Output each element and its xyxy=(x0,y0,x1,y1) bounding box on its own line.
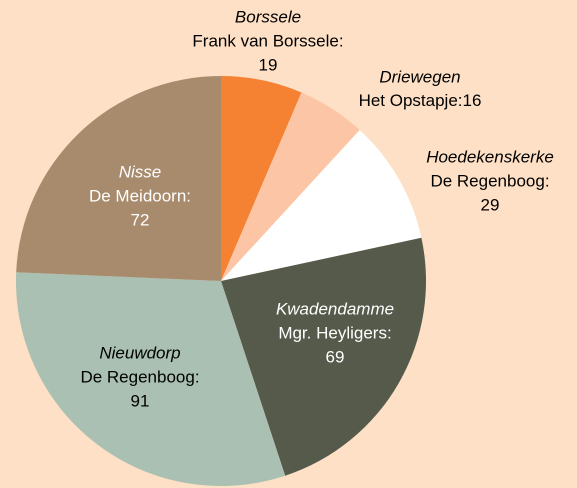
slice-value: 29 xyxy=(481,195,500,214)
pie-slice xyxy=(221,237,427,476)
slice-school: De Regenboog: xyxy=(430,171,549,190)
slice-category: Kwadendamme xyxy=(276,299,394,318)
pie-slice xyxy=(221,130,422,281)
slice-school: Het Opstapje: xyxy=(359,91,463,110)
slice-value: 19 xyxy=(259,55,278,74)
slice-value: 16 xyxy=(463,91,482,110)
slice-category: Driewegen xyxy=(379,67,460,86)
pie-slice xyxy=(15,272,286,487)
slice-category: Borssele xyxy=(235,7,301,26)
pie-slice xyxy=(16,76,222,281)
slice-school: Mgr. Heyligers: xyxy=(278,323,391,342)
slice-value: 72 xyxy=(131,210,150,229)
slice-school: Frank van Borssele: xyxy=(192,31,343,50)
slice-school: De Regenboog: xyxy=(80,367,199,386)
slice-category: Nisse xyxy=(119,162,162,181)
pie-slice xyxy=(221,92,360,282)
slice-school: De Meidoorn: xyxy=(89,186,191,205)
slice-value: 69 xyxy=(326,347,345,366)
slice-label: Het Opstapje:16 xyxy=(359,91,482,110)
slice-value: 91 xyxy=(131,391,150,410)
slice-category: Nieuwdorp xyxy=(99,343,180,362)
slice-category: Hoedekenskerke xyxy=(426,147,554,166)
pie-slice xyxy=(221,76,302,281)
